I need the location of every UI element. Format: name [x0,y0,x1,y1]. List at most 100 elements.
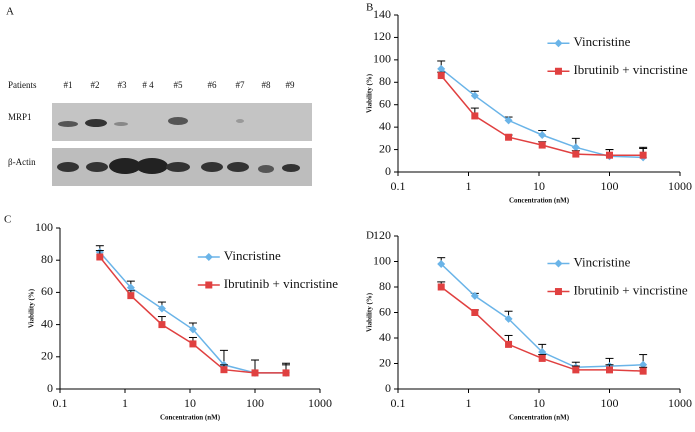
point [505,340,513,348]
y-tick-label: 80 [379,74,391,88]
legend-marker [554,259,563,268]
patient-label: #9 [286,80,296,90]
legend-marker [554,39,563,48]
x-tick-label: 0.1 [391,179,406,193]
panel-label: D [366,230,374,242]
point [572,150,580,158]
x-tick-label: 1 [466,396,472,410]
y-tick-label: 40 [379,119,391,133]
x-tick-label: 1 [122,396,128,410]
y-tick-label: 80 [41,252,53,266]
x-axis-label: Concentration (nM) [160,414,221,422]
point [188,325,197,334]
x-axis-label: Concentration (nM) [509,414,570,422]
row-label: MRP1 [8,112,32,122]
point [538,141,546,149]
point [639,151,647,159]
y-tick-label: 100 [373,52,391,66]
patient-label: #1 [64,80,73,90]
y-tick-label: 20 [379,355,391,369]
y-tick-label: 20 [379,141,391,155]
legend-label: Ibrutinib + vincristine [573,283,687,298]
point [639,360,648,369]
blot-bands [57,117,300,174]
point [504,314,513,323]
x-tick-label: 1000 [668,179,692,193]
patient-label: #5 [174,80,184,90]
point [127,292,135,300]
point [606,366,613,374]
point [437,64,446,73]
point [572,366,580,374]
point [538,130,547,139]
legend-marker [554,288,562,296]
y-axis-label: Viability (%) [28,288,36,328]
legend-label: Ibrutinib + vincristine [224,276,338,291]
patient-label: #3 [118,80,128,90]
x-tick-label: 10 [184,396,196,410]
legend-marker [204,252,213,261]
x-tick-label: 100 [601,396,619,410]
y-tick-label: 60 [379,304,391,318]
x-tick-label: 1 [466,179,472,193]
x-tick-label: 100 [246,396,264,410]
point [606,151,613,159]
patient-label: #7 [236,80,246,90]
y-tick-label: 60 [379,96,391,110]
point [639,367,647,375]
point [538,348,547,357]
x-tick-label: 0.1 [53,396,68,410]
panel-label: C [4,214,11,226]
point [126,283,135,292]
legend-marker [205,281,213,289]
y-axis-label: Viability (%) [366,292,374,332]
patient-label: #2 [91,80,100,90]
y-axis-label: Viability (%) [366,73,374,113]
blot-panel: A Patients MRP1 β-Actin [6,6,312,186]
point [470,291,479,300]
y-tick-label: 0 [47,381,53,395]
row-label: β-Actin [8,157,36,167]
point [220,366,228,374]
point [504,116,513,125]
y-tick-label: 100 [373,253,391,267]
y-tick-label: 100 [35,220,53,234]
x-tick-label: 0.1 [391,396,406,410]
y-tick-label: 20 [41,349,53,363]
y-tick-label: 60 [41,284,53,298]
panel-label: A [6,6,14,18]
series-line [99,251,286,374]
legend-label: Vincristine [573,34,630,49]
point [470,91,479,100]
x-tick-label: 10 [533,396,545,410]
point [251,369,259,377]
patient-label: #8 [262,80,272,90]
series-line [99,256,286,374]
y-tick-label: 120 [373,228,391,242]
y-tick-label: 120 [373,29,391,43]
patients-label: Patients [8,80,37,90]
legend-label: Vincristine [224,248,281,263]
panel-label: B [366,2,373,14]
point [157,304,166,313]
x-tick-label: 10 [533,179,545,193]
point [471,309,479,316]
point [282,369,290,377]
point [437,283,445,291]
y-tick-label: 80 [379,279,391,293]
legend-label: Vincristine [573,255,630,270]
y-tick-label: 140 [373,7,391,21]
y-tick-label: 0 [385,381,391,395]
x-tick-label: 100 [601,179,619,193]
y-tick-label: 0 [385,164,391,178]
point [437,260,446,269]
point [189,340,197,348]
point [158,321,166,329]
y-tick-label: 40 [379,330,391,344]
point [96,253,104,261]
x-axis-label: Concentration (nM) [509,197,570,205]
patient-label: # 4 [142,80,154,90]
point [471,112,479,120]
patient-label: #6 [208,80,218,90]
